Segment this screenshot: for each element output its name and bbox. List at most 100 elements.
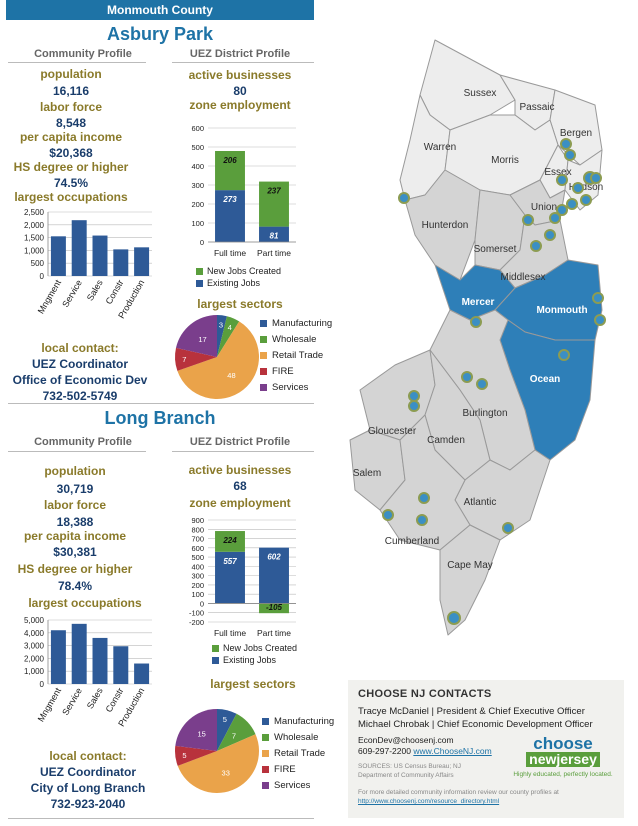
slice-manufacturing [217, 709, 237, 751]
legend-label: Wholesale [272, 333, 317, 345]
stat-value-labor-force: 18,388 [56, 515, 94, 529]
stat-label-population: population [44, 464, 106, 478]
uez-marker [461, 371, 473, 383]
county-cumberland [379, 414, 471, 551]
map-label-union: Union [531, 202, 557, 213]
stat-value-hs-degree: 74.5% [53, 176, 89, 190]
y-tick-label: -100 [189, 609, 204, 618]
stat-label-labor-force: labor force [43, 498, 106, 512]
y-tick-label: 1,000 [24, 667, 45, 676]
profiles-link[interactable]: http://www.choosenj.com/resource_directo… [358, 798, 500, 805]
active-businesses-label: active businesses [188, 463, 292, 477]
uez-marker [502, 522, 514, 534]
active-businesses-label: active businesses [188, 68, 292, 82]
stat-value-hs-degree: 78.4% [57, 579, 93, 593]
zone-employment-title: zone employment [189, 98, 291, 112]
logo-choose: choose [533, 734, 593, 753]
bar-mngment [50, 236, 66, 276]
new-jersey-map: Sussex Passaic Bergen Warren Morris Esse… [349, 39, 606, 636]
choose-nj-logo: choose newjersey Highly educated, perfec… [508, 734, 618, 778]
website-link[interactable]: www.ChooseNJ.com [413, 746, 492, 756]
data-label-existing: 273 [222, 195, 237, 204]
y-tick-label: 300 [191, 572, 204, 581]
legend-label: Services [272, 381, 309, 393]
legend-item-manufacturing: Manufacturing [262, 713, 334, 729]
data-label-new: -105 [266, 603, 283, 612]
data-label-new: 206 [222, 156, 237, 165]
uez-marker [549, 212, 561, 224]
map-label-cape-may: Cape May [447, 560, 493, 571]
uez-marker [398, 192, 410, 204]
stat-value-income: $30,381 [53, 545, 97, 559]
slice-label-manufacturing: 5 [223, 715, 227, 724]
x-tick-label-full-time: Full time [214, 248, 246, 258]
legend-swatch [262, 749, 269, 757]
x-tick-label-full-time: Full time [214, 628, 246, 638]
map-label-sussex: Sussex [464, 88, 497, 99]
y-tick-label: 600 [191, 124, 204, 133]
legend-label: Retail Trade [274, 747, 326, 759]
legend-label-new-jobs: New Jobs Created [207, 266, 282, 276]
occupations-chart-long-branch: 0 1,000 2,000 3,000 4,000 5,000 MngmentService… [24, 616, 152, 728]
bar-mngment [50, 630, 66, 684]
slice-label-wholesale: 4 [228, 323, 232, 332]
sectors-legend: Manufacturing Wholesale Retail Trade FIRE Se… [260, 315, 332, 395]
zone-employment-chart-asbury-park: 0 100 200 300 400 500 600 273 206 Full time 81 237 P… [191, 124, 296, 258]
uez-profile-heading: UEZ District Profile [189, 436, 291, 448]
contact-phone: 732-923-2040 [50, 797, 126, 811]
y-tick-label: 0 [40, 272, 45, 281]
y-tick-label: 0 [200, 599, 204, 608]
map-label-salem: Salem [353, 468, 381, 479]
city-title-asbury-park: Asbury Park [106, 24, 214, 44]
stat-label-labor-force: labor force [39, 100, 102, 114]
slice-wholesale [217, 713, 256, 751]
x-tick-label-part-time: Part time [257, 628, 291, 638]
bar-service [71, 623, 87, 684]
slice-label-retail-trade: 33 [222, 768, 230, 777]
contacts-title: CHOOSE NJ CONTACTS [358, 688, 492, 700]
map-label-burlington: Burlington [462, 408, 507, 419]
local-contact-asbury-park: local contact: UEZ Coordinator Office of… [0, 340, 160, 404]
uez-marker [564, 149, 576, 161]
bar-production [134, 247, 150, 276]
stat-label-hs-degree: HS degree or higher [17, 562, 133, 576]
data-label-existing: 557 [223, 557, 237, 566]
contact-line: Office of Economic Dev [12, 373, 148, 387]
bar-sales [92, 637, 108, 684]
occupations-title: largest occupations [28, 596, 142, 610]
legend-item-fire: FIRE [260, 363, 332, 379]
y-tick-label: 300 [191, 181, 204, 190]
data-label-new: 224 [222, 536, 237, 545]
legend-swatch [262, 733, 269, 741]
sectors-pie-asbury-park: 3 4 48 7 17 [175, 315, 259, 399]
uez-marker [556, 204, 568, 216]
x-tick-label-mngment: Mngment [36, 278, 64, 316]
legend-item-services: Services [260, 379, 332, 395]
y-tick-label: 1,000 [24, 246, 45, 255]
x-tick-label-part-time: Part time [257, 248, 291, 258]
legend-swatch [262, 765, 269, 773]
logo-newjersey: newjersey [526, 752, 600, 767]
y-tick-label: 700 [191, 535, 204, 544]
uez-marker [476, 378, 488, 390]
uez-marker [447, 611, 461, 625]
slice-fire [175, 745, 217, 766]
bar-new-full-time [215, 531, 245, 552]
y-tick-label: 100 [191, 219, 204, 228]
uez-marker [470, 316, 482, 328]
legend-swatch [260, 351, 267, 359]
slice-wholesale [217, 316, 240, 357]
section-divider [8, 403, 314, 404]
bar-sales [92, 235, 108, 276]
bar-new-part-time [259, 181, 289, 227]
contact-line: UEZ Coordinator [32, 357, 128, 371]
contact-email[interactable]: EconDev@choosenj.com [358, 735, 454, 745]
divider [8, 62, 146, 63]
x-tick-label-mngment: Mngment [36, 686, 64, 724]
county-cape-may [439, 524, 501, 636]
bar-constr [113, 646, 129, 684]
map-label-passaic: Passaic [519, 102, 554, 113]
y-tick-label: 2,000 [24, 654, 45, 663]
